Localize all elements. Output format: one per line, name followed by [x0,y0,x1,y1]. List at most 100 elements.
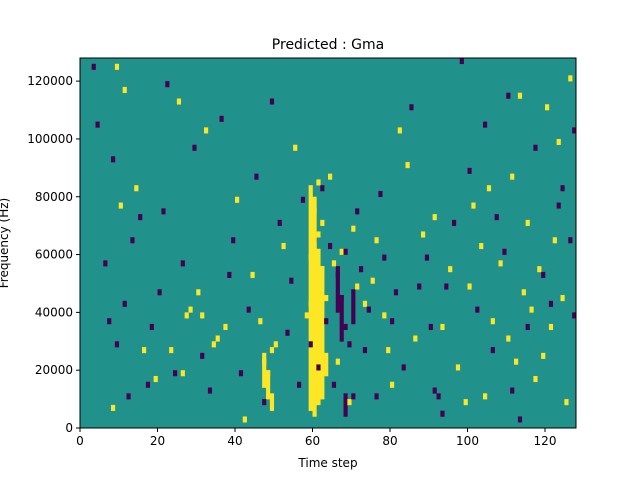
heatmap-cell-low [285,329,290,336]
heatmap-cell-low [91,63,96,70]
heatmap-band-high [316,248,321,406]
heatmap-cell-high [362,300,368,307]
heatmap-cell-high [347,399,352,406]
heatmap-cell-high [467,283,472,290]
heatmap-cell-high [169,347,174,354]
heatmap-cell-high [312,243,317,250]
x-tick-label: 40 [227,434,242,448]
heatmap-cell-low [324,318,329,325]
heatmap-cell-high [448,266,453,273]
heatmap-cell-low [335,271,340,278]
heatmap-cell-high [397,127,402,134]
heatmap-cell-high [134,185,139,192]
heatmap-cell-high [312,289,317,296]
heatmap-cell-low [130,237,135,244]
x-tick-label: 80 [382,434,397,448]
y-axis-label: Frequency (Hz) [0,198,11,289]
heatmap-cell-high [568,75,573,82]
heatmap-cell-low [428,323,433,331]
x-tick-label: 100 [456,434,479,448]
heatmap-cell-low [459,58,464,65]
heatmap-cell-low [572,127,577,134]
heatmap-cell-high [273,341,278,348]
heatmap-cell-high [176,98,182,105]
heatmap-cell-high [184,312,189,319]
heatmap-cell-high [266,370,271,377]
heatmap-cell-high [529,306,534,313]
heatmap-cell-low [95,121,100,128]
y-tick-label: 100000 [27,132,73,146]
heatmap-cell-high [490,318,495,325]
heatmap-cell-low [506,92,511,99]
heatmap-cell-high [545,104,550,111]
heatmap-cells [91,58,577,423]
heatmap-cell-high [514,358,519,365]
heatmap-cell-high [479,243,484,250]
heatmap-cell-low [378,190,383,198]
heatmap-cell-high [142,347,147,354]
heatmap-cell-low [269,98,275,105]
heatmap-cell-low [556,202,561,209]
heatmap-cell-low [533,144,538,151]
heatmap-cell-high [498,260,503,267]
heatmap-cell-high [525,219,530,226]
heatmap-cell-low [424,254,430,261]
heatmap-cell-high [560,295,565,302]
heatmap-band-low [339,295,344,342]
heatmap-cell-high [312,208,317,215]
heatmap-cell-high [335,358,340,365]
heatmap-cell-low [157,289,162,296]
heatmap-cell-low [300,196,306,203]
heatmap-cell-low [560,185,565,192]
heatmap-cell-low [308,341,313,348]
heatmap-cell-high [328,173,333,180]
heatmap-band-high [308,185,313,411]
heatmap-cell-low [254,173,259,180]
heatmap-cell-low [111,156,116,163]
heatmap-cell-high [339,248,344,255]
heatmap-cell-high [204,127,209,134]
heatmap-cell-low [393,289,399,296]
heatmap-cell-high [355,283,360,290]
heatmap-band-high [324,352,329,377]
heatmap-cell-low [366,306,371,313]
heatmap-cell-low [219,115,224,122]
heatmap-cell-low [541,271,546,278]
heatmap-cell-low [494,214,499,221]
heatmap-cell-low [316,364,321,371]
heatmap-cell-low [328,243,333,250]
heatmap-cell-low [114,341,120,348]
heatmap-cell-high [258,318,263,325]
x-tick-label: 60 [305,434,320,448]
heatmap-cell-low [289,277,294,284]
heatmap-cell-high [382,312,387,319]
heatmap-cell-high [331,260,337,267]
heatmap-cell-high [521,289,526,296]
heatmap-cell-high [242,416,247,423]
heatmap-cell-low [432,387,437,394]
heatmap-cell-high [111,404,116,411]
heatmap-cell-low [568,237,573,244]
heatmap-cell-low [452,219,457,226]
heatmap-cell-low [401,364,406,371]
heatmap-cell-low [161,208,166,215]
heatmap-cell-high [215,335,220,342]
heatmap-cell-high [153,375,158,383]
x-axis-label: Time step [297,456,357,470]
heatmap-cell-high [463,399,468,406]
heatmap-cell-low [138,214,143,221]
heatmap-cell-high [122,86,127,93]
heatmap-cell-low [192,144,197,151]
x-tick-label: 120 [534,434,557,448]
x-axis-ticks: 0 20 40 60 80 100 120 [76,428,556,448]
heatmap-cell-low [107,318,112,325]
heatmap-cell-high [118,202,123,209]
heatmap-cell-high [370,277,375,284]
heatmap-cell-low [262,399,267,406]
heatmap-cell-high [517,92,523,99]
heatmap-cell-low [525,323,530,331]
heatmap-cell-low [320,185,325,192]
heatmap-cell-low [126,393,131,400]
heatmap-cell-high [324,295,329,302]
heatmap-cell-high [421,231,426,238]
